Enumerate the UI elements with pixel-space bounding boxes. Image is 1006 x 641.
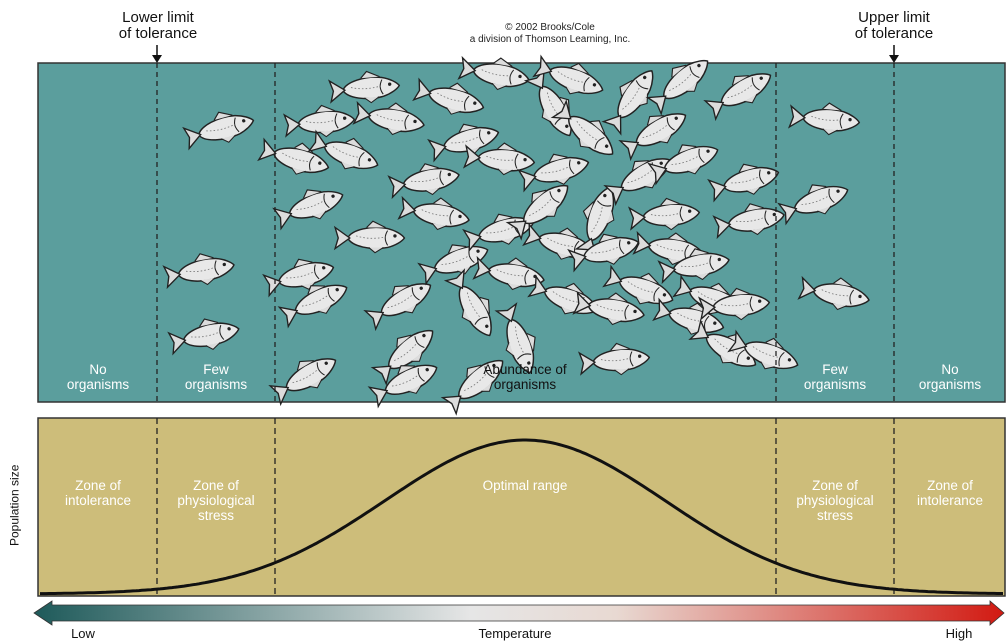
- few-organisms-right-label: Few organisms: [803, 362, 867, 392]
- optimal-range-label: Optimal range: [482, 478, 568, 493]
- temperature-label: Temperature: [478, 626, 552, 641]
- y-axis-label: Population size: [7, 464, 22, 546]
- few-organisms-left-label: Few organisms: [184, 362, 248, 392]
- intolerance-right-label: Zone of intolerance: [916, 478, 984, 508]
- lower-limit-label: Lower limit of tolerance: [118, 9, 198, 42]
- upper-limit-label: Upper limit of tolerance: [854, 9, 934, 42]
- copyright-text: © 2002 Brooks/Cole a division of Thomson…: [469, 22, 631, 45]
- stress-left-label: Zone of physiological stress: [177, 478, 255, 523]
- temperature-gradient-arrow: [33, 600, 1005, 626]
- no-organisms-right-label: No organisms: [918, 362, 982, 392]
- low-label: Low: [71, 626, 95, 641]
- population-curve: [40, 438, 1003, 596]
- lower-limit-arrowhead: [152, 55, 162, 63]
- no-organisms-left-label: No organisms: [66, 362, 130, 392]
- intolerance-left-label: Zone of intolerance: [64, 478, 132, 508]
- stress-right-label: Zone of physiological stress: [796, 478, 874, 523]
- abundance-label: Abundance of organisms: [483, 362, 567, 392]
- upper-limit-arrowhead: [889, 55, 899, 63]
- high-label: High: [945, 626, 973, 641]
- population-panel: [37, 417, 1006, 597]
